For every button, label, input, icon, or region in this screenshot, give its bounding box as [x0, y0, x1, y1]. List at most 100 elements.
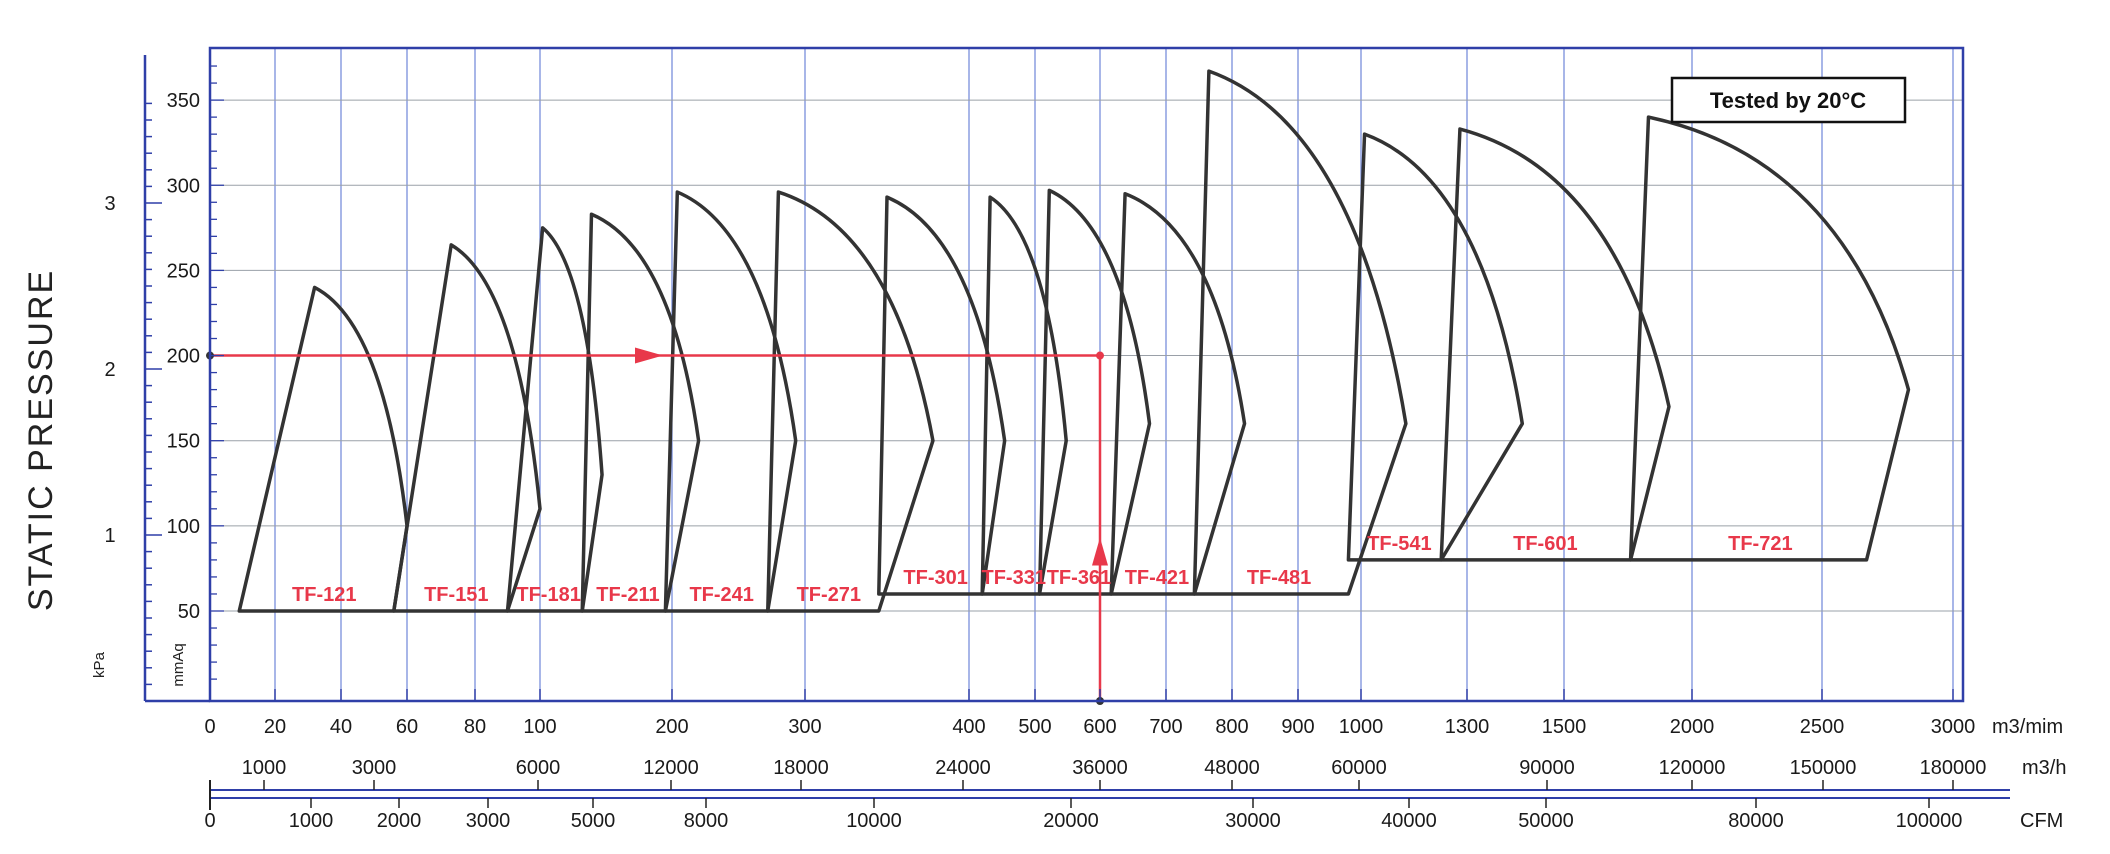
x-m3min-tick-label: 2000	[1670, 716, 1715, 738]
x-cfm-tick-label: 30000	[1225, 810, 1281, 832]
fan-curve-tf-601	[1439, 127, 1671, 562]
x-m3h-tick-label: 48000	[1204, 757, 1260, 779]
model-label-tf-121: TF-121	[292, 584, 356, 606]
kpa-unit-label: kPa	[91, 651, 108, 678]
x-m3h-tick-label: 90000	[1519, 757, 1575, 779]
selection-lines	[206, 347, 1108, 705]
y-kpa-tick-label: 3	[104, 193, 115, 215]
x-unit-m3h: m3/h	[2022, 757, 2066, 779]
y-mmaq-tick-label: 150	[167, 431, 200, 453]
x-cfm-tick-label: 80000	[1728, 810, 1784, 832]
x-m3min-tick-label: 60	[396, 716, 418, 738]
model-label-tf-541: TF-541	[1367, 533, 1431, 555]
fan-curve-tf-481	[1192, 69, 1408, 596]
x-m3min-tick-label: 900	[1281, 716, 1314, 738]
x-m3min-tick-label: 400	[952, 716, 985, 738]
x-cfm-tick-label: 20000	[1043, 810, 1099, 832]
note-box: Tested by 20°C	[1670, 76, 1907, 124]
fan-curve-tf-421	[1109, 192, 1247, 596]
y-mmaq-tick-label: 100	[167, 516, 200, 538]
x-m3min-tick-label: 3000	[1931, 716, 1976, 738]
x-m3min-tick-label: 500	[1018, 716, 1051, 738]
x-m3h-tick-label: 120000	[1659, 757, 1726, 779]
model-label-tf-271: TF-271	[797, 584, 861, 606]
y-mmaq-tick-label: 250	[167, 260, 200, 282]
x-cfm-tick-label: 5000	[571, 810, 616, 832]
fan-curve-tf-301	[877, 195, 1007, 596]
fan-curve-tf-331	[980, 195, 1068, 596]
x-m3min-tick-label: 0	[204, 716, 215, 738]
x-cfm-tick-label: 50000	[1518, 810, 1574, 832]
model-label-tf-181: TF-181	[516, 584, 580, 606]
fan-curve-tf-211	[580, 212, 701, 613]
x-m3min-tick-label: 100	[523, 716, 556, 738]
x-m3h-tick-label: 36000	[1072, 757, 1128, 779]
model-label-tf-601: TF-601	[1513, 533, 1577, 555]
model-label-tf-331: TF-331	[982, 567, 1046, 589]
x-m3min-tick-label: 40	[330, 716, 352, 738]
model-label-tf-211: TF-211	[596, 584, 659, 606]
model-label-tf-481: TF-481	[1247, 567, 1311, 589]
x-cfm-tick-label: 1000	[289, 810, 334, 832]
plot-border	[208, 46, 1965, 703]
plot-frame	[208, 46, 1965, 703]
x-m3min-tick-label: 80	[464, 716, 486, 738]
x-cfm-tick-label: 100000	[1896, 810, 1963, 832]
x-m3h-tick-label: 6000	[516, 757, 561, 779]
x-m3min-tick-label: 1300	[1445, 716, 1490, 738]
grid	[209, 48, 1963, 701]
fan-curves	[237, 69, 1911, 613]
x-m3h-tick-label: 3000	[352, 757, 397, 779]
y-mmaq-tick-label: 50	[178, 601, 200, 623]
x-m3min-tick-label: 300	[788, 716, 821, 738]
x-m3min-tick-label: 20	[264, 716, 286, 738]
x-cfm-tick-label: 40000	[1381, 810, 1437, 832]
fan-curve-tf-361	[1037, 188, 1152, 596]
x-cfm-tick-label: 0	[204, 810, 215, 832]
x-m3min-tick-label: 600	[1083, 716, 1116, 738]
y-mmaq-tick-label: 300	[167, 175, 200, 197]
x-cfm-tick-label: 3000	[466, 810, 511, 832]
x-m3h-tick-label: 12000	[643, 757, 699, 779]
x-m3min-tick-label: 700	[1149, 716, 1182, 738]
x-m3min-tick-label: 800	[1215, 716, 1248, 738]
note-text: Tested by 20°C	[1710, 88, 1866, 113]
model-label-tf-721: TF-721	[1728, 533, 1792, 555]
x-unit-m3min: m3/mim	[1992, 716, 2063, 738]
y-mmaq-tick-label: 200	[167, 346, 200, 368]
fan-curve-tf-121	[237, 285, 409, 613]
x-m3min-tick-label: 200	[655, 716, 688, 738]
x-m3min-tick-label: 1000	[1339, 716, 1384, 738]
fan-curve-tf-241	[663, 190, 798, 613]
model-label-tf-361: TF-361	[1047, 567, 1111, 589]
model-label-tf-301: TF-301	[903, 567, 967, 589]
model-label-tf-421: TF-421	[1125, 567, 1189, 589]
model-labels: TF-121 TF-151 TF-181 TF-211 TF-241 TF-271 TF-3…	[292, 533, 1793, 606]
x-m3h-tick-label: 1000	[242, 757, 287, 779]
selection-arrow-up	[1092, 537, 1108, 566]
x-cfm-tick-label: 2000	[377, 810, 422, 832]
x-unit-cfm: CFM	[2020, 810, 2063, 832]
fan-curve-tf-271	[766, 190, 935, 613]
x-m3h-tick-label: 18000	[773, 757, 829, 779]
axes: 50 100 150 200 250 300 350 1 2 3 0 20 40 60 80 100 200 30…	[104, 55, 2010, 832]
x-m3min-tick-label: 2500	[1800, 716, 1845, 738]
y-kpa-tick-label: 2	[104, 359, 115, 381]
selection-point	[1096, 351, 1104, 360]
x-m3h-tick-label: 150000	[1790, 757, 1857, 779]
model-label-tf-151: TF-151	[424, 584, 488, 606]
y-axis-label: STATIC PRESSURE	[22, 269, 60, 611]
fan-curve-tf-541	[1346, 132, 1525, 562]
x-m3h-tick-label: 24000	[935, 757, 991, 779]
x-cfm-tick-label: 8000	[684, 810, 729, 832]
fan-curve-tf-181	[505, 226, 604, 613]
fan-curve-tf-721	[1628, 115, 1911, 562]
x-m3h-tick-label: 60000	[1331, 757, 1387, 779]
fan-curve-tf-151	[392, 243, 542, 613]
x-cfm-tick-label: 10000	[846, 810, 902, 832]
model-label-tf-241: TF-241	[689, 584, 753, 606]
x-m3min-tick-label: 1500	[1542, 716, 1587, 738]
selection-arrow-right	[635, 347, 663, 364]
x-m3h-tick-label: 180000	[1920, 757, 1987, 779]
